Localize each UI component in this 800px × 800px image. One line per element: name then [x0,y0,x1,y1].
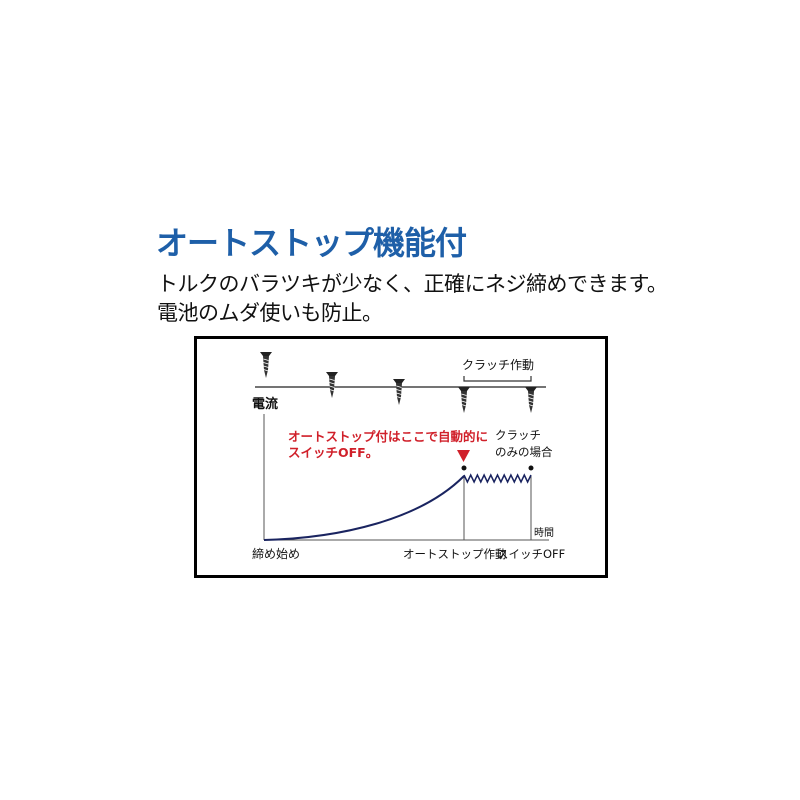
auto-stop-dot [461,465,467,471]
screw-icon [326,372,338,398]
clutch-bracket [463,376,532,382]
screw-icon [458,387,470,413]
y-axis-label: 電流 [252,396,278,412]
auto-stop-note-line-2: スイッチOFF。 [288,445,378,460]
screw-icon [525,387,537,413]
clutch-active-label: クラッチ作動 [462,358,534,372]
clutch-zigzag [463,473,532,484]
page-title: オートストップ機能付 [156,224,467,262]
screw-icon [393,379,405,405]
switch-off-label: スイッチOFF [497,547,565,561]
clutch-only-line-1: クラッチ [495,428,541,442]
auto-stop-label: オートストップ作動 [403,547,507,561]
current-curve [263,475,465,541]
start-label: 締め始め [252,546,300,561]
screw-icon [260,352,272,378]
auto-stop-marker-icon [457,450,470,462]
switch-off-dot [528,465,534,471]
auto-stop-note-line-1: オートストップ付はここで自動的に [288,429,488,444]
description-line-1: トルクのバラツキが少なく、正確にネジ締めできます。 [157,272,668,296]
description-line-2: 電池のムダ使いも防止。 [157,301,383,325]
x-axis-label: 時間 [534,527,554,539]
clutch-only-line-2: のみの場合 [495,445,553,459]
